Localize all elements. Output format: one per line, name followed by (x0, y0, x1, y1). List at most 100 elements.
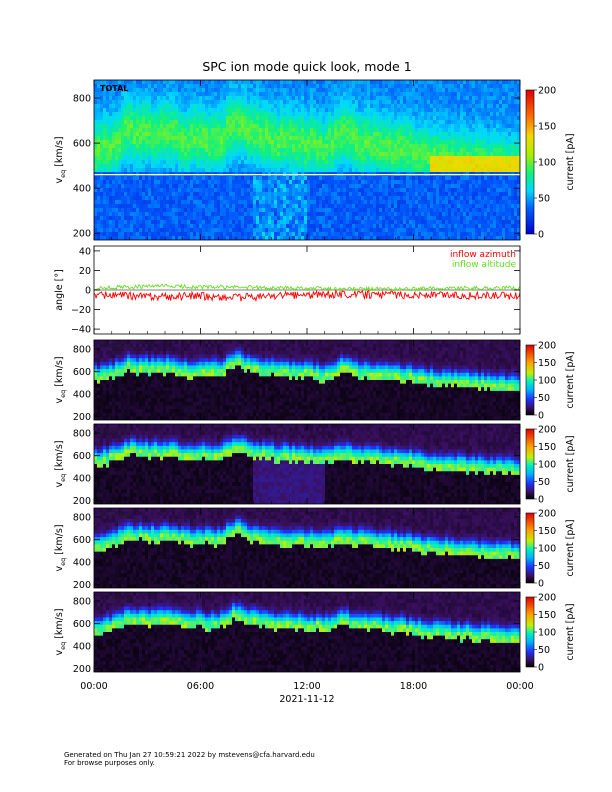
heatmap-cell (223, 180, 227, 185)
heatmap-cell (121, 104, 125, 109)
heatmap-cell (205, 220, 209, 225)
heatmap-cell (457, 232, 461, 237)
heatmap-cell (406, 180, 410, 185)
heatmap-cell (253, 180, 257, 185)
heatmap-cell (325, 232, 329, 237)
heatmap-cell (328, 156, 332, 161)
heatmap-cell (358, 116, 362, 121)
heatmap-cell (160, 168, 164, 173)
heatmap-cell (145, 124, 149, 129)
heatmap-cell (187, 124, 191, 129)
heatmap-cell (301, 236, 305, 240)
heatmap-cell (178, 88, 182, 93)
heatmap-cell (136, 232, 140, 237)
heatmap-cell (319, 164, 323, 169)
heatmap-cell (370, 140, 374, 145)
heatmap-cell (205, 108, 209, 113)
heatmap-cell (436, 216, 440, 221)
heatmap-cell (448, 92, 452, 97)
heatmap-cell (217, 224, 221, 229)
heatmap-cell (184, 144, 188, 149)
heatmap-cell (133, 116, 137, 121)
heatmap-cell (226, 160, 230, 165)
heatmap-cell (148, 144, 152, 149)
heatmap-cell (322, 148, 326, 153)
heatmap-cell (313, 152, 317, 157)
heatmap-cell (442, 184, 446, 189)
heatmap-cell (448, 144, 452, 149)
heatmap-cell (205, 216, 209, 221)
heatmap-cell (214, 156, 218, 161)
heatmap-cell (256, 188, 260, 193)
heatmap-cell (436, 188, 440, 193)
heatmap-cell (268, 196, 272, 201)
heatmap-cell (274, 216, 278, 221)
heatmap-cell (445, 144, 449, 149)
heatmap-cell (142, 224, 146, 229)
heatmap-cell (127, 116, 131, 121)
heatmap-cell (118, 104, 122, 109)
heatmap-cell (259, 164, 263, 169)
heatmap-cell (448, 180, 452, 185)
heatmap-cell (436, 124, 440, 129)
heatmap-cell (313, 128, 317, 133)
heatmap-cell (202, 216, 206, 221)
heatmap-cell (133, 180, 137, 185)
heatmap-cell (271, 132, 275, 137)
heatmap-cell (394, 188, 398, 193)
heatmap-cell (229, 208, 233, 213)
heatmap-cell (187, 80, 191, 85)
heatmap-cell (349, 164, 353, 169)
heatmap-cell (331, 128, 335, 133)
heatmap-cell (397, 96, 401, 101)
heatmap-cell (433, 108, 437, 113)
heatmap-cell (112, 128, 116, 133)
heatmap-cell (337, 128, 341, 133)
heatmap-cell (388, 168, 392, 173)
heatmap-cell (223, 88, 227, 93)
heatmap-cell (289, 84, 293, 89)
heatmap-cell (205, 232, 209, 237)
heatmap-cell (460, 196, 464, 201)
heatmap-cell (298, 108, 302, 113)
heatmap-cell (334, 208, 338, 213)
heatmap-cell (118, 100, 122, 105)
heatmap-cell (196, 140, 200, 145)
heatmap-cell (457, 100, 461, 105)
heatmap-cell (271, 112, 275, 117)
heatmap-cell (400, 140, 404, 145)
heatmap-cell (355, 80, 359, 85)
heatmap-cell (466, 140, 470, 145)
heatmap-cell (121, 148, 125, 153)
heatmap-cell (316, 208, 320, 213)
heatmap-cell (112, 196, 116, 201)
heatmap-cell (253, 132, 257, 137)
heatmap-cell (298, 80, 302, 85)
heatmap-cell (412, 212, 416, 217)
heatmap-cell (460, 144, 464, 149)
heatmap-cell (199, 156, 203, 161)
heatmap-cell (442, 128, 446, 133)
heatmap-cell (244, 128, 248, 133)
heatmap-cell (283, 228, 287, 233)
heatmap-cell (178, 112, 182, 117)
heatmap-cell (136, 104, 140, 109)
heatmap-cell (406, 108, 410, 113)
heatmap-cell (133, 84, 137, 89)
heatmap-cell (100, 164, 104, 169)
heatmap-cell (319, 124, 323, 129)
heatmap-cell (355, 92, 359, 97)
heatmap-cell (298, 104, 302, 109)
heatmap-cell (403, 160, 407, 165)
heatmap-cell (130, 160, 134, 165)
heatmap-cell (178, 128, 182, 133)
heatmap-cell (385, 132, 389, 137)
heatmap-cell (169, 176, 173, 181)
heatmap-cell (139, 80, 143, 85)
heatmap-cell (112, 140, 116, 145)
heatmap-cell (172, 116, 176, 121)
heatmap-cell (253, 156, 257, 161)
heatmap-cell (199, 220, 203, 225)
heatmap-cell (394, 232, 398, 237)
heatmap-cell (196, 220, 200, 225)
